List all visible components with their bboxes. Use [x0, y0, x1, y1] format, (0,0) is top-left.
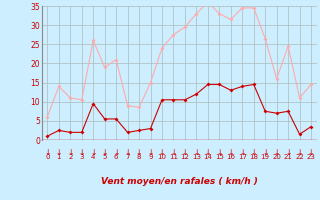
Text: ↓: ↓ — [193, 148, 200, 157]
Text: ↓: ↓ — [285, 148, 291, 157]
Text: ↓: ↓ — [251, 148, 257, 157]
Text: ↓: ↓ — [90, 148, 96, 157]
Text: ↓: ↓ — [216, 148, 222, 157]
Text: ↓: ↓ — [44, 148, 51, 157]
Text: ↓: ↓ — [159, 148, 165, 157]
X-axis label: Vent moyen/en rafales ( km/h ): Vent moyen/en rafales ( km/h ) — [101, 177, 258, 186]
Text: ↓: ↓ — [113, 148, 119, 157]
Text: ↓: ↓ — [239, 148, 245, 157]
Text: ↓: ↓ — [67, 148, 74, 157]
Text: ↓: ↓ — [78, 148, 85, 157]
Text: ↓: ↓ — [147, 148, 154, 157]
Text: ↓: ↓ — [228, 148, 234, 157]
Text: ↓: ↓ — [274, 148, 280, 157]
Text: ↓: ↓ — [170, 148, 177, 157]
Text: ↓: ↓ — [101, 148, 108, 157]
Text: ↓: ↓ — [262, 148, 268, 157]
Text: ↓: ↓ — [182, 148, 188, 157]
Text: ↓: ↓ — [308, 148, 314, 157]
Text: ↓: ↓ — [296, 148, 303, 157]
Text: ↓: ↓ — [205, 148, 211, 157]
Text: ↓: ↓ — [56, 148, 62, 157]
Text: ↓: ↓ — [124, 148, 131, 157]
Text: ↓: ↓ — [136, 148, 142, 157]
